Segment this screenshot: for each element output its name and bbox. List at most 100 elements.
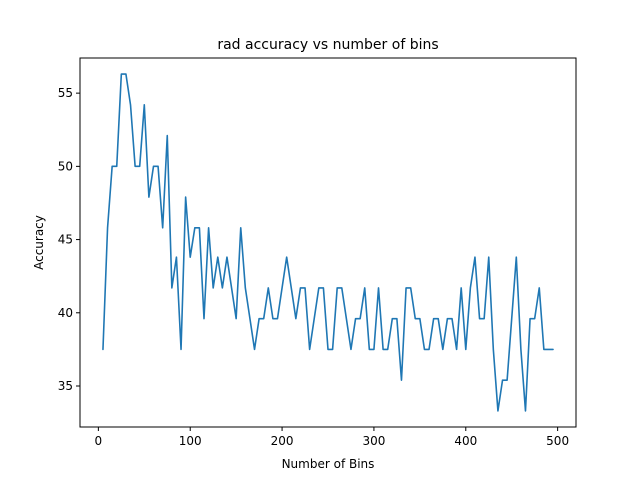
y-tick-label: 45 <box>58 233 73 247</box>
data-point <box>198 227 200 229</box>
data-point <box>488 256 490 258</box>
data-point <box>538 287 540 289</box>
data-point <box>244 287 246 289</box>
data-point <box>533 317 535 319</box>
data-point <box>157 165 159 167</box>
chart-title: rad accuracy vs number of bins <box>217 37 438 53</box>
data-point <box>345 317 347 319</box>
x-tick-label: 500 <box>546 434 569 448</box>
data-point <box>368 348 370 350</box>
data-point <box>391 317 393 319</box>
data-point <box>175 256 177 258</box>
data-point <box>474 256 476 258</box>
data-point <box>341 287 343 289</box>
data-point <box>382 348 384 350</box>
data-point <box>396 317 398 319</box>
x-tick-label: 100 <box>179 434 202 448</box>
x-tick-label: 200 <box>271 434 294 448</box>
data-point <box>106 227 108 229</box>
data-point <box>111 165 113 167</box>
data-point <box>318 287 320 289</box>
data-point <box>511 317 513 319</box>
data-point <box>520 348 522 350</box>
data-point <box>295 317 297 319</box>
data-point <box>276 317 278 319</box>
data-point <box>414 317 416 319</box>
data-point <box>189 256 191 258</box>
data-point <box>184 196 186 198</box>
x-tick-label: 300 <box>362 434 385 448</box>
data-point <box>465 348 467 350</box>
data-point <box>322 287 324 289</box>
x-tick-label: 0 <box>95 434 103 448</box>
y-axis-label: Accuracy <box>32 215 46 270</box>
data-point <box>515 256 517 258</box>
data-point <box>552 348 554 350</box>
x-tick-label: 400 <box>454 434 477 448</box>
data-point <box>134 165 136 167</box>
data-point <box>194 227 196 229</box>
axes-frame <box>79 57 577 428</box>
data-point <box>373 348 375 350</box>
y-tick-label: 50 <box>58 159 73 173</box>
data-point <box>524 410 526 412</box>
data-point <box>161 227 163 229</box>
data-point <box>497 410 499 412</box>
data-point <box>506 379 508 381</box>
data-point <box>148 196 150 198</box>
data-point <box>387 348 389 350</box>
data-point <box>304 287 306 289</box>
data-point <box>285 256 287 258</box>
data-point <box>492 348 494 350</box>
data-point <box>258 317 260 319</box>
data-point <box>483 317 485 319</box>
data-point <box>428 348 430 350</box>
data-point <box>455 348 457 350</box>
data-point <box>336 287 338 289</box>
data-point <box>501 379 503 381</box>
x-axis: 0 100 200 300 400 500 <box>95 427 569 448</box>
data-point <box>139 165 141 167</box>
data-point <box>180 348 182 350</box>
data-point <box>203 317 205 319</box>
data-point <box>359 317 361 319</box>
y-tick-label: 40 <box>58 306 73 320</box>
data-point <box>171 287 173 289</box>
data-point <box>460 287 462 289</box>
y-tick-label: 55 <box>58 86 73 100</box>
data-point <box>409 287 411 289</box>
data-point <box>102 348 104 350</box>
data-point <box>226 256 228 258</box>
data-point <box>478 317 480 319</box>
y-tick-label: 35 <box>58 379 73 393</box>
data-point <box>120 73 122 75</box>
data-point <box>143 104 145 106</box>
data-point <box>350 348 352 350</box>
data-point <box>116 165 118 167</box>
data-point <box>354 317 356 319</box>
data-point <box>299 287 301 289</box>
data-point <box>419 317 421 319</box>
data-point <box>423 348 425 350</box>
data-point <box>529 317 531 319</box>
data-point <box>469 287 471 289</box>
data-point <box>253 348 255 350</box>
data-point <box>166 134 168 136</box>
data-point <box>249 317 251 319</box>
data-point <box>543 348 545 350</box>
data-point <box>313 317 315 319</box>
data-point <box>432 317 434 319</box>
data-point <box>263 317 265 319</box>
data-point <box>125 73 127 75</box>
data-point <box>442 348 444 350</box>
data-point <box>207 227 209 229</box>
data-point <box>290 287 292 289</box>
data-point <box>212 287 214 289</box>
data-point <box>451 317 453 319</box>
data-point <box>446 317 448 319</box>
data-point <box>400 379 402 381</box>
data-point <box>364 287 366 289</box>
